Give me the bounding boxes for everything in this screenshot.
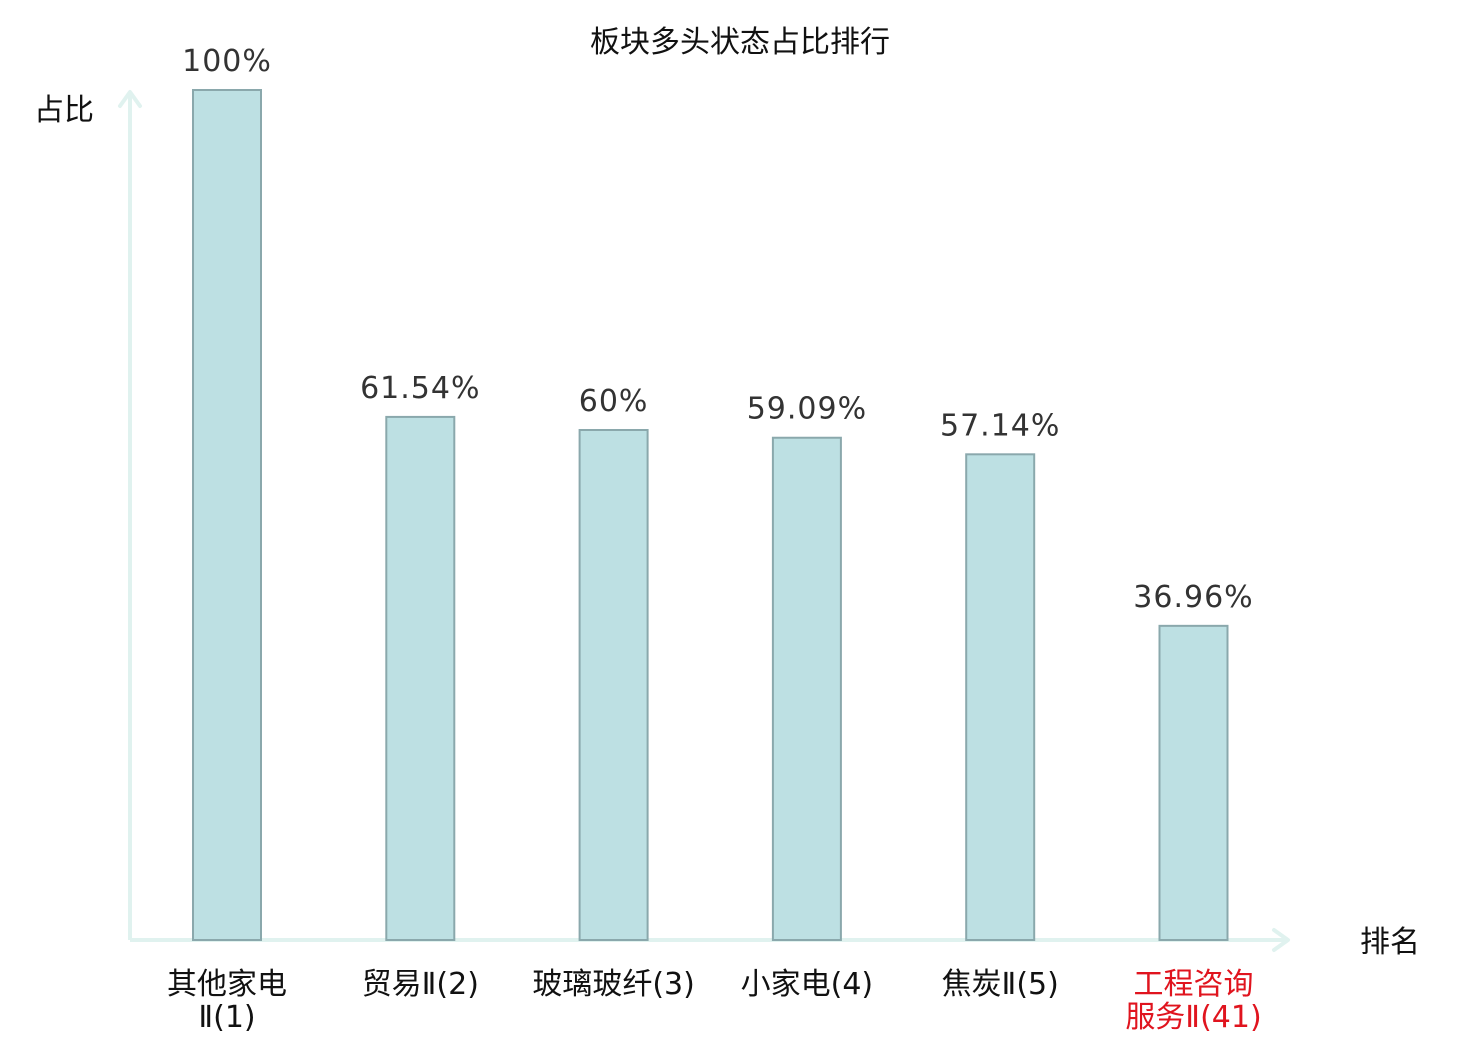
bar-value-label: 61.54% bbox=[360, 371, 480, 406]
bars bbox=[192, 89, 1229, 942]
bar-value-label: 36.96% bbox=[1133, 580, 1253, 615]
bar bbox=[771, 436, 842, 941]
category-label: 其他家电 bbox=[167, 967, 287, 1002]
category-label: 贸易Ⅱ(2) bbox=[362, 967, 479, 1002]
x-axis-label: 排名 bbox=[1360, 925, 1420, 960]
category-label: 焦炭Ⅱ(5) bbox=[942, 967, 1059, 1002]
bar-value-label: 60% bbox=[579, 384, 649, 419]
category-label: 工程咨询 bbox=[1134, 967, 1254, 1002]
value-labels: 100% 61.54% 60% 59.09% 57.14% 36.96% bbox=[182, 44, 1253, 615]
bar bbox=[965, 453, 1036, 941]
bar-value-label: 100% bbox=[182, 44, 272, 79]
category-label: Ⅱ(1) bbox=[198, 1000, 255, 1035]
y-axis-label: 占比 bbox=[34, 93, 94, 128]
bar-value-label: 59.09% bbox=[747, 392, 867, 427]
chart-title: 板块多头状态占比排行 bbox=[590, 25, 890, 60]
axes bbox=[118, 90, 1290, 952]
y-axis-arrow bbox=[118, 90, 142, 108]
bar-value-label: 57.14% bbox=[940, 408, 1060, 443]
category-label: 服务Ⅱ(41) bbox=[1125, 1000, 1261, 1035]
x-axis-arrow bbox=[1272, 928, 1290, 952]
bar bbox=[192, 89, 262, 941]
category-label: 玻璃玻纤(3) bbox=[532, 967, 695, 1002]
category-label: 小家电(4) bbox=[741, 967, 874, 1002]
bar bbox=[385, 415, 456, 942]
bar bbox=[578, 429, 649, 941]
bar bbox=[1158, 624, 1229, 942]
